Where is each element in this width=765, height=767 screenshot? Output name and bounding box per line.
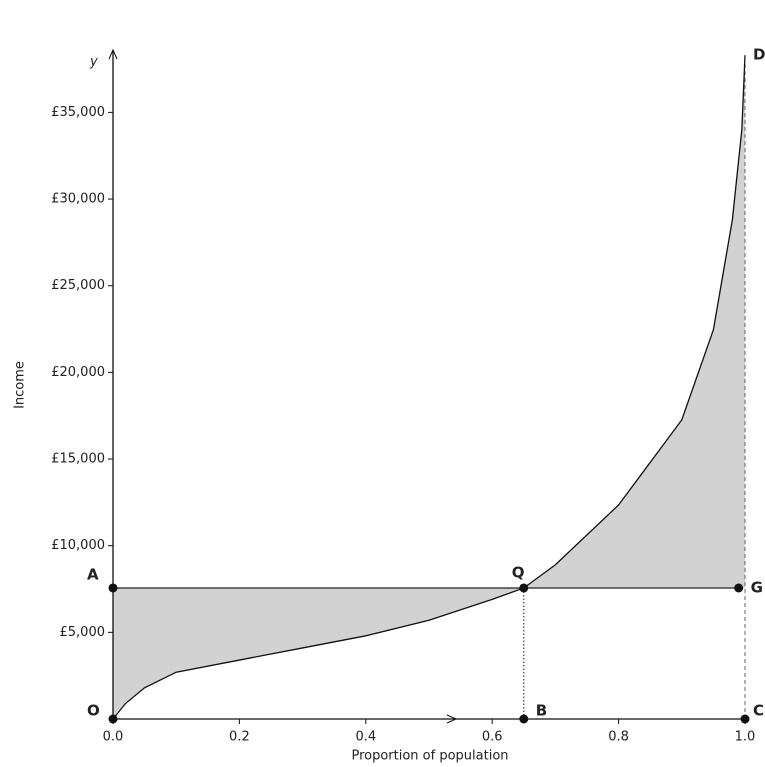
y-tick-label: £5,000: [60, 625, 106, 640]
x-tick-label: 0.8: [608, 730, 629, 745]
point-label: D: [753, 46, 765, 64]
point: [740, 714, 750, 724]
x-tick-label: 0.6: [482, 730, 503, 745]
x-axis-title: Proportion of population: [351, 749, 508, 764]
x-axis-arrow: [446, 714, 458, 724]
x-tick-label: 0.0: [103, 730, 124, 745]
income-gap-area: [113, 55, 745, 720]
point-label: B: [536, 702, 547, 720]
point: [519, 583, 529, 593]
y-tick-label: £30,000: [51, 192, 105, 207]
income-curve: [112, 55, 746, 720]
point-label: A: [87, 565, 99, 583]
y-tick-label: £25,000: [51, 278, 105, 293]
point-label: G: [751, 578, 763, 596]
y-tick-label: £10,000: [51, 538, 105, 553]
y-axis-arrow: [108, 48, 118, 60]
point: [108, 583, 118, 593]
y-tick-label: £35,000: [51, 105, 105, 120]
point: [734, 583, 744, 593]
point: [519, 714, 529, 724]
x-tick-label: 1.0: [735, 730, 756, 745]
x-tick-label: 0.2: [229, 730, 250, 745]
point-label: O: [87, 702, 100, 720]
point-label: Q: [512, 563, 525, 581]
x-tick-label: 0.4: [355, 730, 376, 745]
point: [108, 714, 118, 724]
y-axis-symbol: y: [89, 55, 98, 70]
y-tick-label: £15,000: [51, 452, 105, 467]
point-label: C: [753, 702, 764, 720]
y-tick-label: £20,000: [51, 365, 105, 380]
y-axis-title: Income: [13, 361, 28, 409]
